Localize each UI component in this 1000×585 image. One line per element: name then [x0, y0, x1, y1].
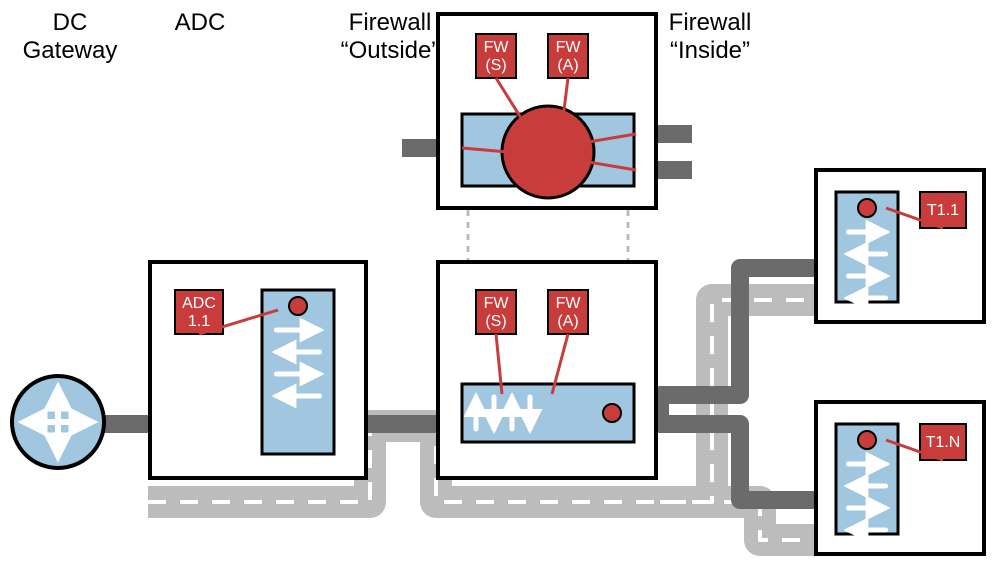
fw-top-badge-a: FW(A) — [548, 34, 588, 78]
fw-top-badge-s: FW(S) — [476, 34, 516, 78]
adc-badge-line0: ADC — [182, 295, 216, 312]
fw-bot-badge-a-line0: FW — [556, 295, 582, 312]
tenant1-switch-indicator — [858, 199, 876, 217]
fw-top-badge-a-line1: (A) — [557, 57, 578, 74]
fw-bot-badge-a-line1: (A) — [557, 313, 578, 330]
tenantN-badge-line0: T1.N — [926, 434, 961, 451]
tenantN-switch-indicator — [858, 431, 876, 449]
label-dc-gateway-1: DC — [53, 9, 88, 36]
fw-bot-badge-a: FW(A) — [548, 290, 588, 334]
label-dc-gateway-2: Gateway — [23, 37, 118, 64]
firewall-top-core — [502, 106, 594, 198]
fw-top-badge-s-line1: (S) — [485, 57, 506, 74]
fw-bot-badge-s-line0: FW — [484, 295, 510, 312]
tenant1-badge-line0: T1.1 — [927, 202, 959, 219]
adc-switch-indicator — [289, 297, 307, 315]
fw-top-badge-s-line0: FW — [484, 39, 510, 56]
fw-top-badge-a-line0: FW — [556, 39, 582, 56]
fw-bot-badge-s-line1: (S) — [485, 313, 506, 330]
label-adc: ADC — [175, 9, 226, 36]
label-fw-outside-2: “Outside” — [341, 37, 440, 64]
fw-bot-badge-s: FW(S) — [476, 290, 516, 334]
label-fw-inside-2: “Inside” — [670, 37, 750, 64]
label-fw-inside-1: Firewall — [669, 9, 752, 36]
adc-badge-line1: 1.1 — [188, 313, 210, 330]
label-fw-outside-1: Firewall — [349, 9, 432, 36]
firewall-bottom-switch-indicator — [603, 404, 621, 422]
